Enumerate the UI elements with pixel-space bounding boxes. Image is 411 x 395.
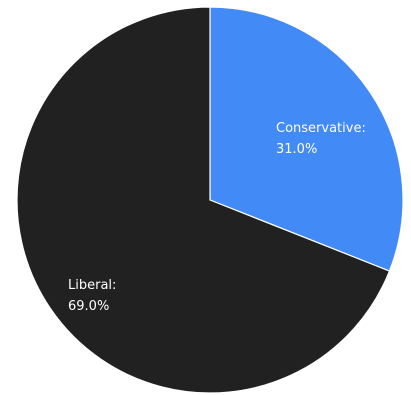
slice-value-label: 69.0%: [68, 299, 109, 314]
slice-label: Conservative:: [276, 121, 366, 136]
slice-label: Liberal:: [68, 278, 116, 293]
slice-value-label: 31.0%: [276, 142, 317, 157]
